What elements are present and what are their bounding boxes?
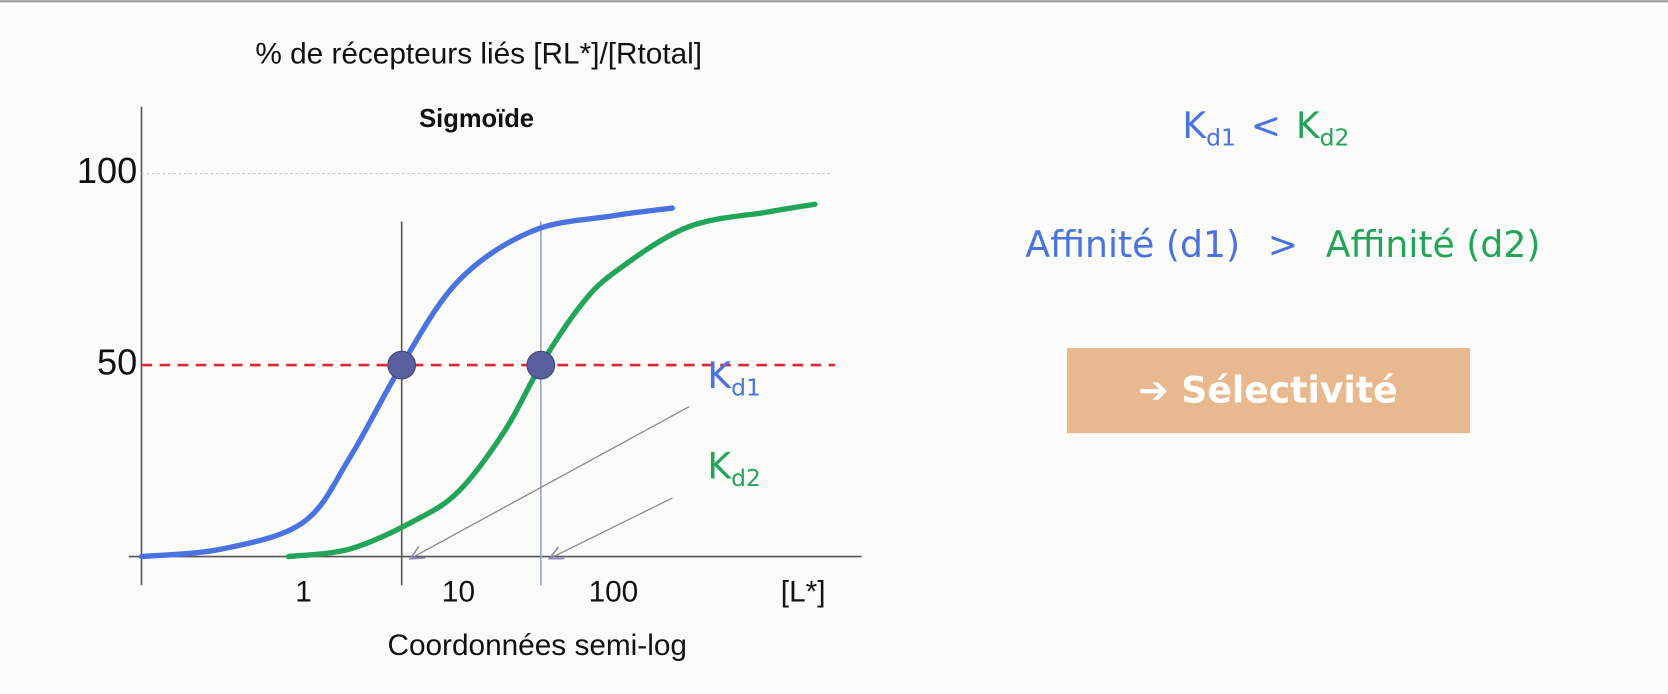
x-tick-label: 100 xyxy=(589,576,639,609)
affinity-d2: Affinité (d2) xyxy=(1326,223,1541,266)
selectivity-label: ➔ Sélectivité xyxy=(1138,369,1397,412)
kd-point xyxy=(387,350,417,380)
kd-label-main: K xyxy=(707,444,732,487)
x-tick-label: 1 xyxy=(295,576,312,609)
kd-relation: Kd1 < Kd2 xyxy=(1182,104,1349,151)
kd-label: Kd2 xyxy=(707,444,760,491)
chart-title: Sigmoïde xyxy=(419,105,534,133)
arrow-head xyxy=(547,546,565,560)
x-tick-label: 10 xyxy=(442,576,475,609)
kd2-sub: d2 xyxy=(1320,123,1350,151)
selectivity-box xyxy=(1066,348,1471,434)
x-axis-label: Coordonnées semi-log xyxy=(387,629,686,662)
y-axis-label: % de récepteurs liés [RL*]/[Rtotal] xyxy=(255,37,702,70)
affinity-relation: Affinité (d1) > Affinité (d2) xyxy=(1025,223,1540,266)
operator: > xyxy=(1268,223,1298,266)
arrow xyxy=(409,406,690,560)
operator: < xyxy=(1251,104,1281,147)
arrow xyxy=(549,497,673,560)
kd-label-sub: d1 xyxy=(731,373,761,401)
kd-point xyxy=(526,350,556,380)
kd1: K xyxy=(1182,104,1207,147)
y-tick-label: 50 xyxy=(97,342,137,383)
y-tick-label: 100 xyxy=(77,150,137,191)
curve xyxy=(138,205,675,560)
kd-label-main: K xyxy=(707,354,732,397)
arrow-head xyxy=(408,546,426,560)
kd2: K xyxy=(1296,104,1321,147)
kd-label-sub: d2 xyxy=(731,463,761,491)
kd1-sub: d1 xyxy=(1206,123,1236,151)
affinity-d1: Affinité (d1) xyxy=(1025,223,1240,266)
x-unit-label: [L*] xyxy=(781,576,826,609)
kd-label: Kd1 xyxy=(707,354,760,401)
